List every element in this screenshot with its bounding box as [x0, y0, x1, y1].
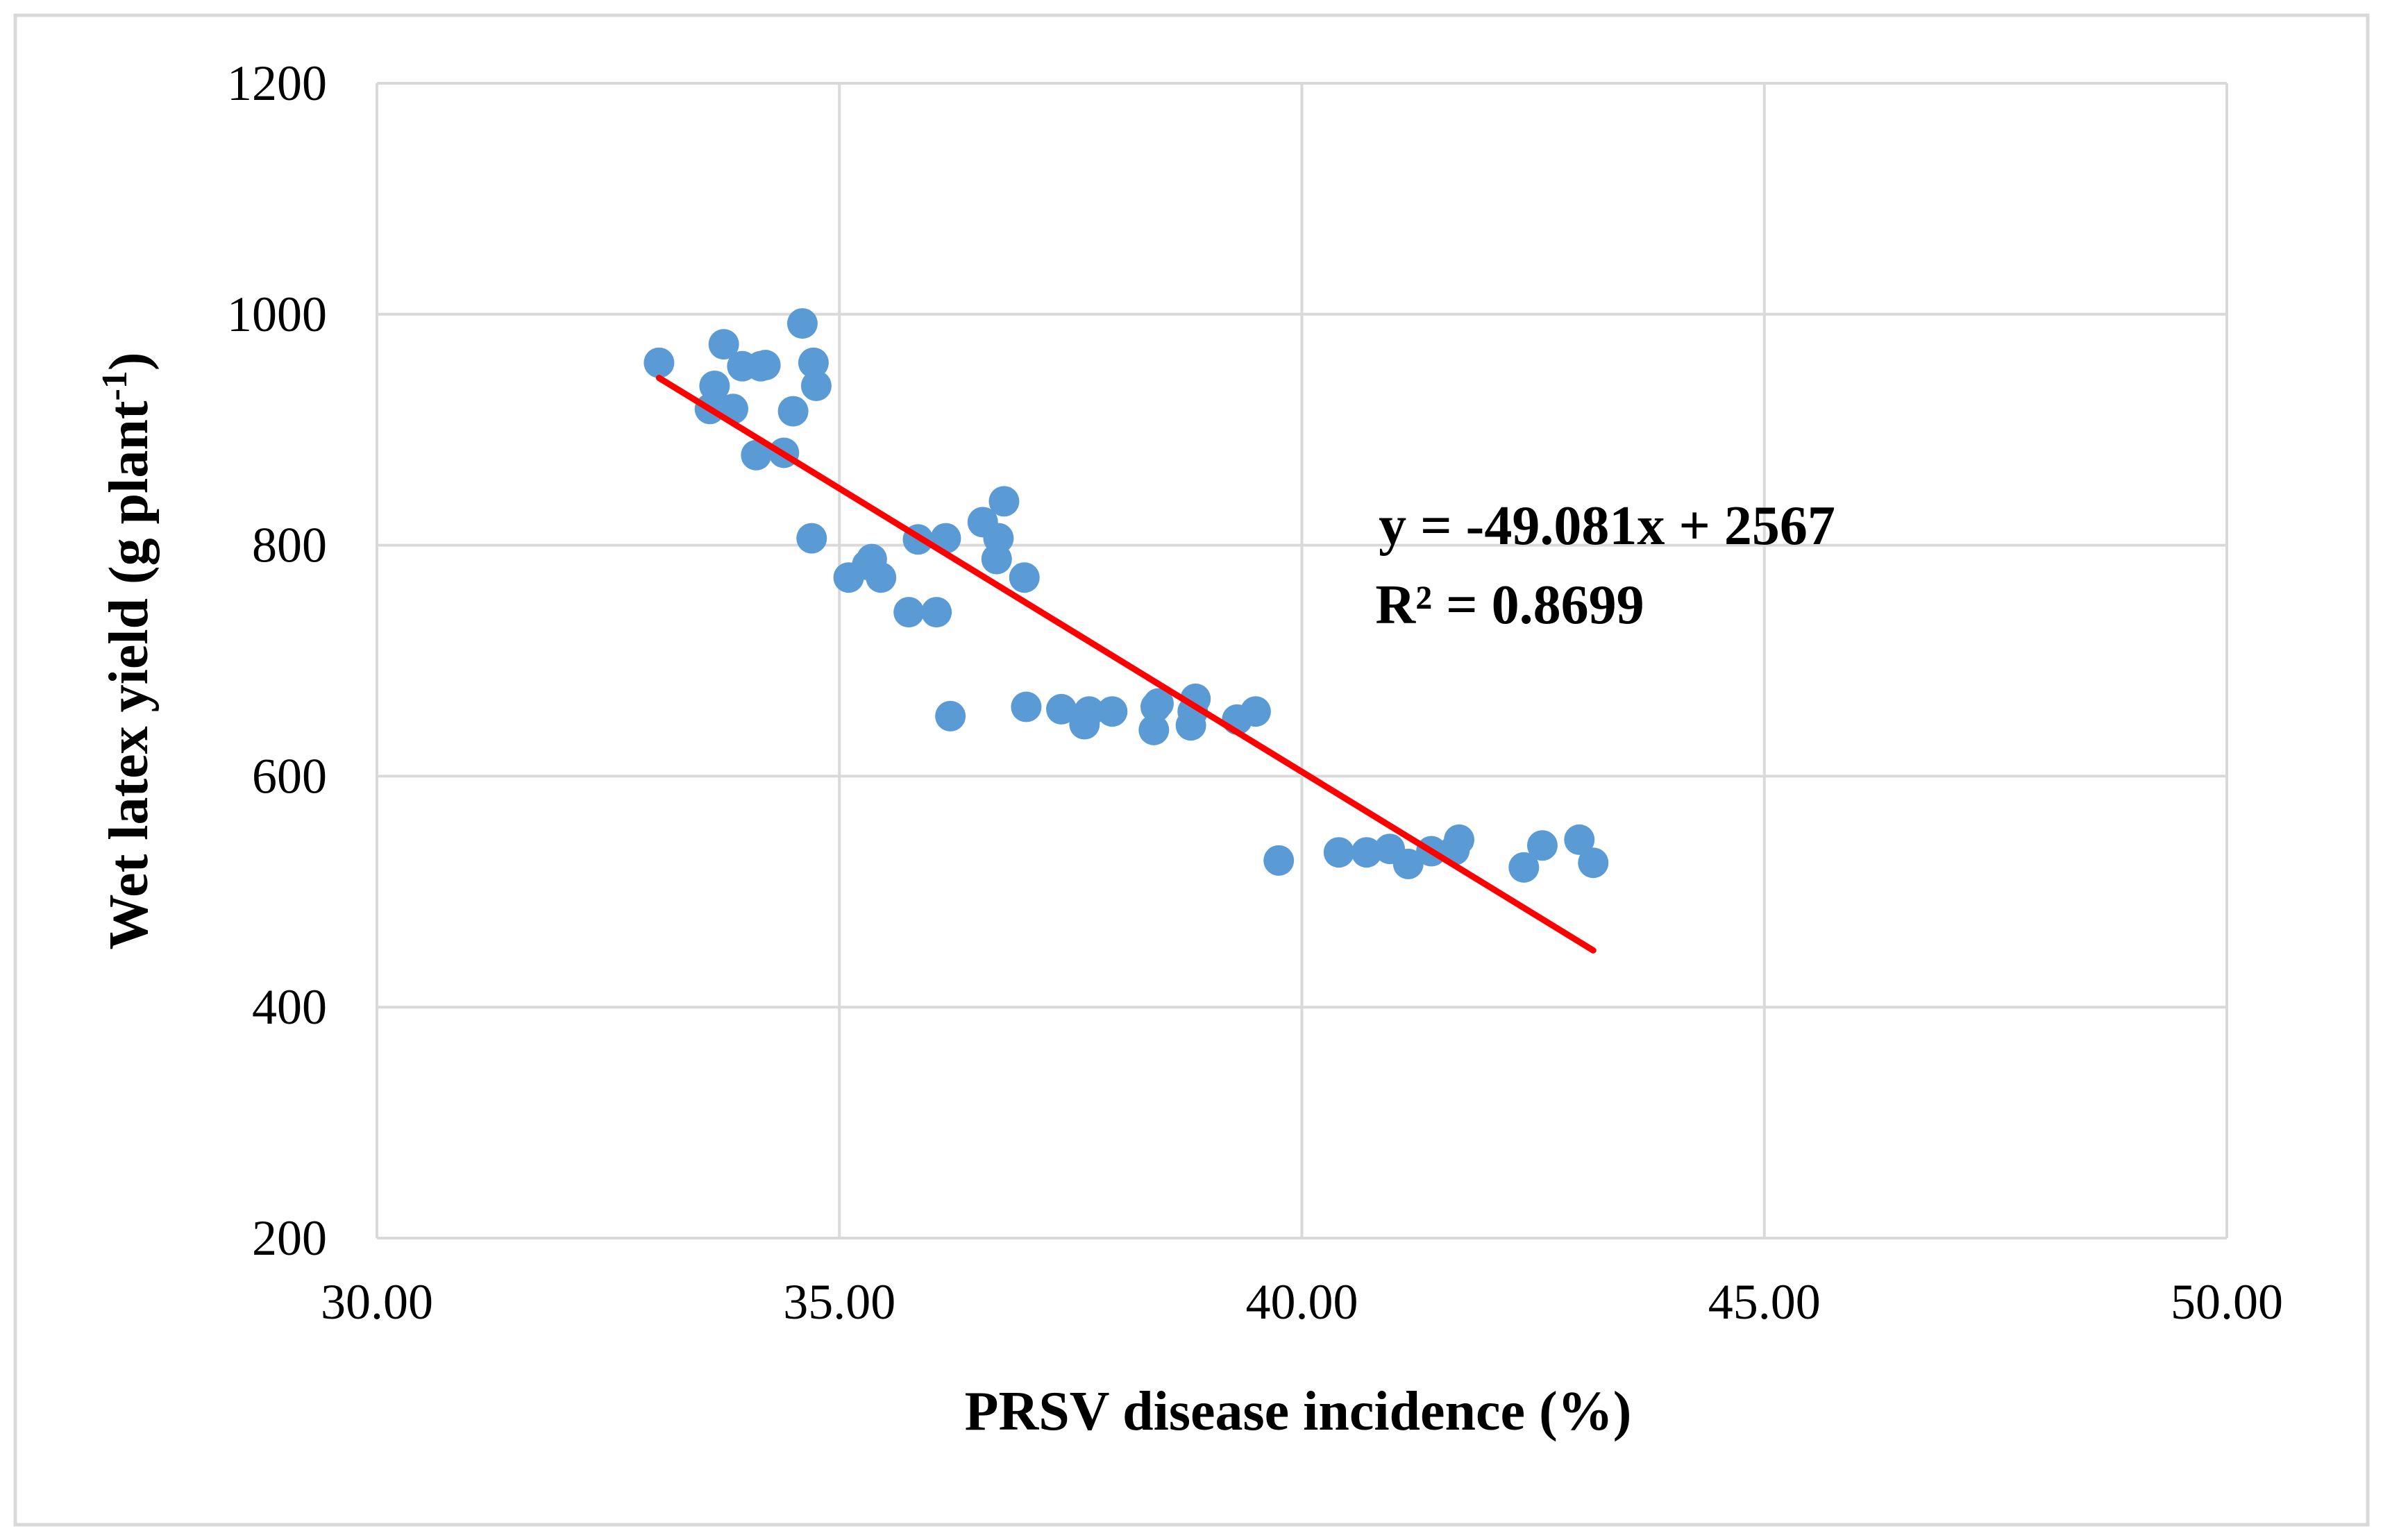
data-point: [1444, 824, 1475, 855]
data-point: [1351, 837, 1382, 868]
x-tick-label: 40.00: [1246, 1274, 1358, 1330]
data-point: [1143, 688, 1174, 719]
data-point: [1138, 714, 1170, 745]
data-point: [866, 562, 897, 593]
data-point: [1097, 696, 1128, 727]
data-point: [796, 523, 827, 554]
data-point: [750, 350, 781, 381]
y-axis-title-main: Wet latex yield (g plant: [99, 400, 160, 949]
y-axis-title-close: ): [99, 352, 160, 371]
data-point: [1009, 562, 1040, 593]
data-point: [777, 396, 809, 427]
gridlines: [376, 82, 2228, 1239]
data-point: [786, 308, 818, 339]
data-point: [708, 329, 739, 360]
data-point: [1074, 696, 1105, 727]
data-point: [1046, 693, 1077, 725]
data-point: [1526, 830, 1558, 861]
y-tick-label: 200: [252, 1210, 327, 1266]
data-point: [1263, 845, 1295, 876]
r-squared-label: R² = 0.8699: [1375, 575, 1644, 636]
tick-labels: 200 400 600 800 1000 1200 30.00 35.00 40.00 45.00…: [227, 56, 2283, 1330]
data-point: [1323, 837, 1354, 868]
data-point: [1508, 852, 1540, 883]
x-tick-label: 45.00: [1708, 1274, 1821, 1330]
x-axis-title: PRSV disease incidence (%): [965, 1381, 1632, 1442]
data-point: [1011, 691, 1042, 722]
chart-frame: [13, 13, 2370, 1527]
data-point: [798, 347, 829, 378]
data-point: [921, 597, 952, 628]
y-tick-label: 600: [252, 748, 327, 804]
trendline: [655, 375, 1597, 954]
y-tick-label: 800: [252, 518, 327, 573]
data-point: [1180, 683, 1211, 714]
data-point: [983, 523, 1014, 554]
data-point: [935, 700, 966, 731]
data-point: [1240, 696, 1271, 727]
x-tick-label: 35.00: [783, 1274, 895, 1330]
y-tick-label: 1200: [227, 56, 327, 111]
y-axis-title-superscript: -1: [95, 371, 135, 400]
data-point: [741, 439, 772, 471]
y-tick-label: 1000: [227, 287, 327, 342]
data-point: [1564, 824, 1595, 855]
data-point: [800, 370, 832, 401]
data-point: [988, 486, 1020, 517]
trend-equation: y = -49.081x + 2567: [1379, 496, 1835, 557]
data-points: [643, 308, 1609, 883]
trendline-group: [655, 375, 1597, 954]
data-point: [643, 347, 675, 378]
data-point: [893, 597, 925, 628]
y-tick-label: 400: [252, 979, 327, 1035]
data-point: [1578, 847, 1609, 879]
data-point: [1392, 848, 1424, 879]
y-axis-title: Wet latex yield (g plant-1): [95, 352, 160, 949]
data-point: [699, 370, 730, 401]
x-tick-label: 30.00: [321, 1274, 433, 1330]
x-tick-label: 50.00: [2171, 1274, 2283, 1330]
